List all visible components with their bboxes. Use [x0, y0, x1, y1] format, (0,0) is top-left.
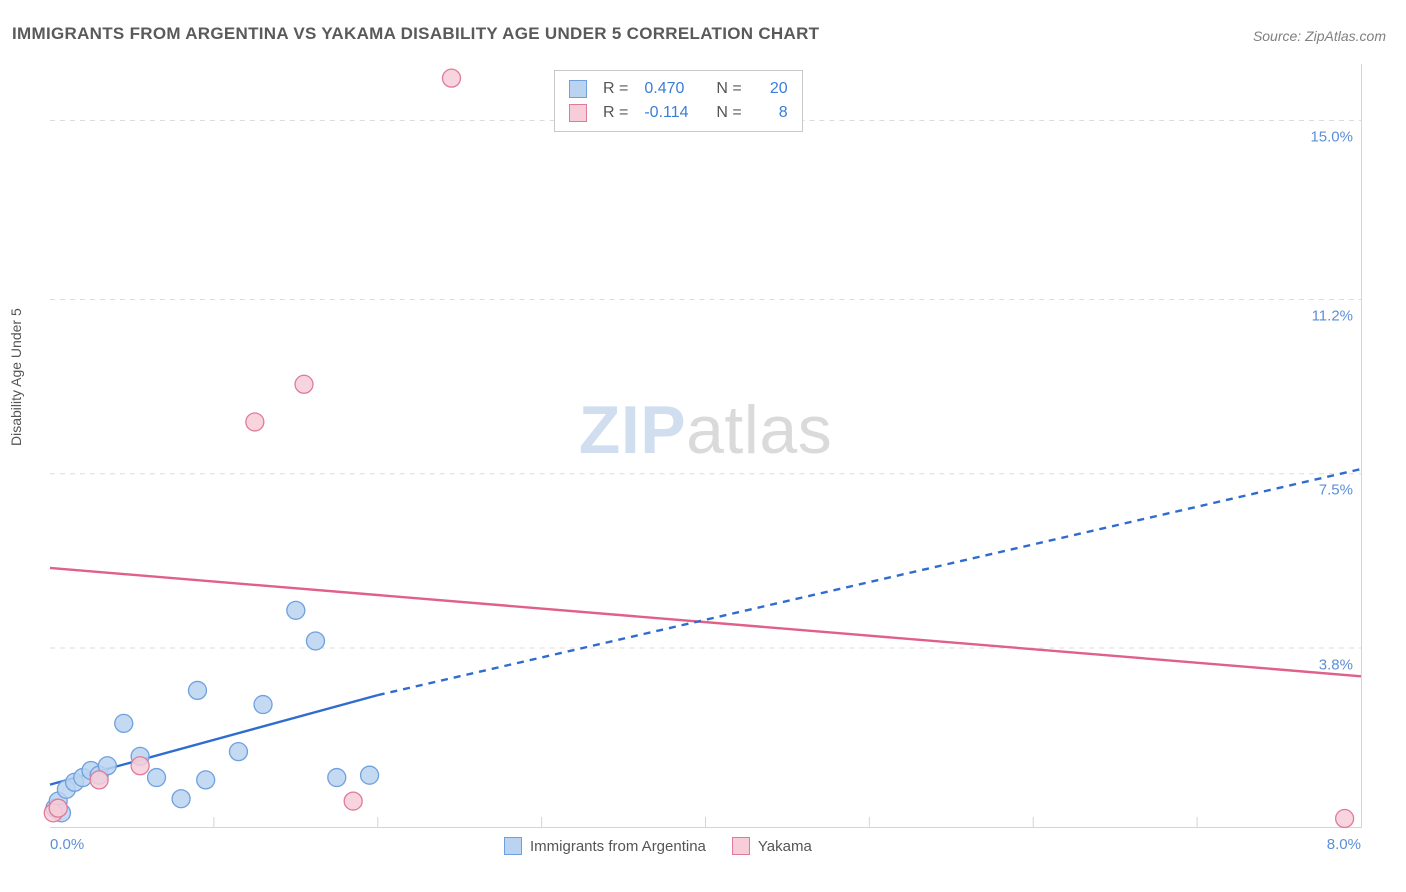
stats-swatch — [569, 80, 587, 98]
legend-label: Immigrants from Argentina — [530, 838, 706, 855]
stats-r-label: R = — [597, 101, 634, 125]
stats-swatch — [569, 104, 587, 122]
x-axis-min-label: 0.0% — [50, 836, 84, 853]
legend: Immigrants from Argentina Yakama — [504, 837, 812, 855]
chart-svg — [50, 64, 1361, 827]
stats-n-value: 8 — [758, 101, 788, 125]
chart-title: IMMIGRANTS FROM ARGENTINA VS YAKAMA DISA… — [12, 24, 819, 44]
y-tick-label: 3.8% — [1319, 656, 1353, 673]
y-axis-label: Disability Age Under 5 — [8, 308, 24, 446]
stats-r-value: 0.470 — [644, 77, 700, 101]
legend-item: Yakama — [732, 837, 812, 855]
y-tick-label: 7.5% — [1319, 482, 1353, 499]
stats-r-label: R = — [597, 77, 634, 101]
legend-swatch — [732, 837, 750, 855]
x-axis-max-label: 8.0% — [1327, 836, 1361, 853]
stats-row: R = -0.114 N = 8 — [569, 101, 788, 125]
stats-box: R = 0.470 N = 20 R = -0.114 N = 8 — [554, 70, 803, 132]
stats-n-value: 20 — [758, 77, 788, 101]
y-tick-label: 15.0% — [1310, 128, 1353, 145]
stats-n-label: N = — [710, 77, 747, 101]
stats-r-value: -0.114 — [644, 101, 700, 125]
stats-n-label: N = — [710, 101, 747, 125]
legend-item: Immigrants from Argentina — [504, 837, 706, 855]
stats-row: R = 0.470 N = 20 — [569, 77, 788, 101]
source-label: Source: ZipAtlas.com — [1253, 28, 1386, 44]
y-tick-label: 11.2% — [1312, 307, 1353, 324]
legend-swatch — [504, 837, 522, 855]
legend-label: Yakama — [758, 838, 812, 855]
plot-area: ZIPatlas 3.8%7.5%11.2%15.0% 0.0% 8.0% R … — [50, 64, 1362, 828]
chart-container: IMMIGRANTS FROM ARGENTINA VS YAKAMA DISA… — [0, 0, 1406, 892]
